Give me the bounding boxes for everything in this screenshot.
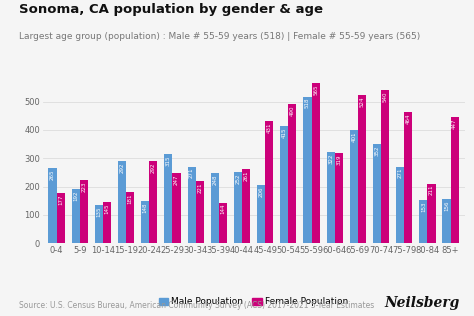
Text: 315: 315 — [166, 155, 171, 166]
Bar — [234, 172, 242, 243]
Text: 181: 181 — [128, 193, 133, 204]
Bar — [95, 205, 103, 243]
Bar — [335, 153, 343, 243]
Text: 565: 565 — [313, 85, 318, 95]
Text: 144: 144 — [220, 204, 225, 215]
Bar — [72, 189, 80, 243]
Legend: Male Population, Female Population: Male Population, Female Population — [155, 294, 352, 310]
Text: 247: 247 — [174, 175, 179, 185]
Text: 145: 145 — [104, 204, 109, 214]
Bar — [419, 200, 428, 243]
Text: 265: 265 — [50, 170, 55, 180]
Text: Sonoma, CA population by gender & age: Sonoma, CA population by gender & age — [19, 3, 323, 16]
Text: 352: 352 — [374, 145, 380, 155]
Bar — [288, 105, 296, 243]
Text: 401: 401 — [351, 131, 356, 142]
Text: 261: 261 — [244, 171, 248, 181]
Text: 319: 319 — [336, 154, 341, 165]
Text: 271: 271 — [398, 168, 403, 179]
Bar — [56, 193, 64, 243]
Text: 148: 148 — [143, 203, 148, 213]
Bar — [404, 112, 412, 243]
Text: 464: 464 — [406, 113, 411, 124]
Text: 153: 153 — [421, 201, 426, 212]
Text: 518: 518 — [305, 98, 310, 108]
Bar — [303, 97, 311, 243]
Text: 156: 156 — [444, 201, 449, 211]
Bar — [196, 181, 204, 243]
Bar — [126, 192, 134, 243]
Bar — [48, 168, 56, 243]
Bar — [451, 117, 459, 243]
Bar — [219, 203, 227, 243]
Text: 135: 135 — [96, 206, 101, 217]
Text: 431: 431 — [267, 123, 272, 133]
Bar — [311, 83, 319, 243]
Bar — [164, 154, 173, 243]
Bar — [428, 184, 436, 243]
Bar — [350, 130, 358, 243]
Bar — [443, 199, 451, 243]
Bar — [396, 167, 404, 243]
Bar — [141, 201, 149, 243]
Bar — [381, 90, 389, 243]
Text: 252: 252 — [236, 173, 240, 184]
Bar — [358, 95, 366, 243]
Text: Neilsberg: Neilsberg — [384, 296, 460, 310]
Bar — [149, 161, 157, 243]
Bar — [327, 152, 335, 243]
Text: 490: 490 — [290, 106, 295, 116]
Text: 447: 447 — [452, 118, 457, 129]
Text: 192: 192 — [73, 190, 78, 201]
Text: 221: 221 — [197, 182, 202, 193]
Text: 211: 211 — [429, 185, 434, 196]
Bar — [173, 173, 181, 243]
Bar — [211, 173, 219, 243]
Bar — [188, 167, 196, 243]
Text: 271: 271 — [189, 168, 194, 179]
Text: 206: 206 — [259, 186, 264, 197]
Bar — [242, 169, 250, 243]
Bar — [103, 202, 111, 243]
Bar — [265, 121, 273, 243]
Text: 248: 248 — [212, 174, 217, 185]
Text: Source: U.S. Census Bureau, American Community Survey (ACS) 2017-2021 5-Year Est: Source: U.S. Census Bureau, American Com… — [19, 301, 374, 310]
Bar — [80, 180, 88, 243]
Bar — [373, 143, 381, 243]
Text: 415: 415 — [282, 127, 287, 138]
Bar — [257, 185, 265, 243]
Text: 322: 322 — [328, 154, 333, 164]
Text: 223: 223 — [82, 182, 86, 192]
Text: 292: 292 — [151, 162, 156, 173]
Text: 540: 540 — [383, 92, 388, 102]
Text: 524: 524 — [359, 96, 365, 107]
Text: Largest age group (population) : Male # 55-59 years (518) | Female # 55-59 years: Largest age group (population) : Male # … — [19, 32, 420, 40]
Bar — [118, 161, 126, 243]
Text: 177: 177 — [58, 195, 63, 205]
Bar — [280, 126, 288, 243]
Text: 292: 292 — [119, 162, 125, 173]
